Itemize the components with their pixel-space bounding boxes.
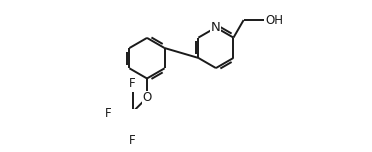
- Text: N: N: [211, 21, 221, 34]
- Text: F: F: [129, 134, 136, 147]
- Text: F: F: [129, 78, 136, 90]
- Text: F: F: [105, 107, 111, 120]
- Text: OH: OH: [265, 14, 283, 27]
- Text: O: O: [142, 91, 152, 104]
